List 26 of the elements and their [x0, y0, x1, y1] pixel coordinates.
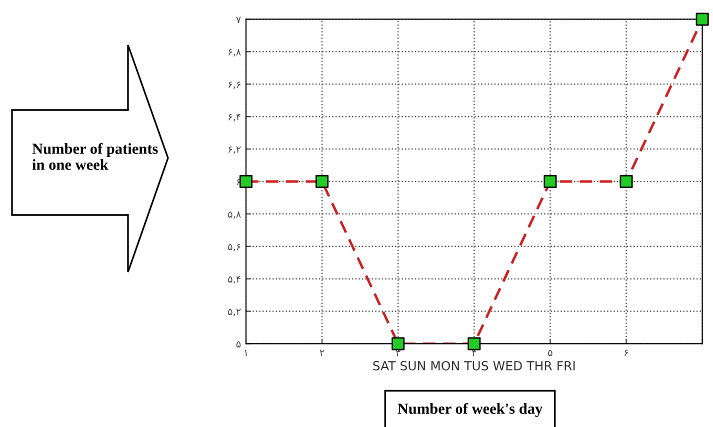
point: [392, 337, 405, 350]
x-axis-title: SAT SUN MON TUS WED THR FRI: [373, 361, 575, 370]
y-tick-label: ۶,۲: [228, 146, 241, 154]
text: Number of week's day: [398, 402, 542, 418]
point: [620, 174, 633, 188]
y-tick-label: ۶,۶: [228, 82, 240, 89]
y-tick-label: ۵,۴: [228, 276, 240, 284]
y-axis-title: Number of patients in one week: [32, 143, 158, 170]
x-tick-label: ۴: [472, 350, 476, 356]
y-tick-label: ۵: [236, 341, 241, 348]
x-tick-label: ۵: [548, 350, 552, 356]
point: [239, 174, 252, 188]
y-tick-label: ۷: [236, 16, 241, 23]
x-tick-label: ۳: [396, 350, 400, 356]
y-tick-label: ۵,۲: [228, 308, 241, 316]
y-tick-label: ۶,۸: [228, 49, 241, 56]
point: [544, 174, 557, 188]
point: [316, 174, 329, 188]
point: [696, 12, 709, 26]
y-tick-label: ۶,۴: [228, 114, 240, 122]
y-tick-label: ۵,۸: [228, 211, 241, 219]
point: [468, 337, 481, 350]
y-tick-label: ۵,۶: [228, 244, 240, 252]
x-tick-label: ۲: [320, 350, 324, 356]
x-tick-label: ۱: [244, 350, 247, 356]
x-tick-label: ۶: [624, 350, 628, 356]
